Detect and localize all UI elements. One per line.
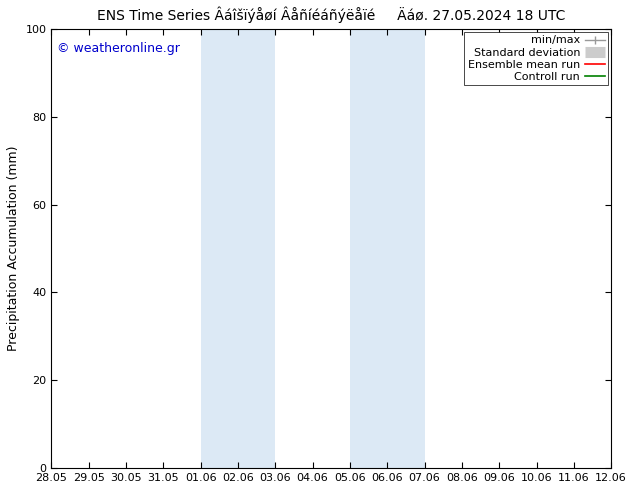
- Text: © weatheronline.gr: © weatheronline.gr: [57, 42, 180, 55]
- Title: ENS Time Series Âáîšïýåøí Âåñíéáñýëåïé     Äáø. 27.05.2024 18 UTC: ENS Time Series Âáîšïýåøí Âåñíéáñýëåïé Ä…: [97, 7, 566, 24]
- Legend: min/max, Standard deviation, Ensemble mean run, Controll run: min/max, Standard deviation, Ensemble me…: [465, 32, 608, 85]
- Bar: [350, 29, 425, 468]
- Bar: [200, 29, 275, 468]
- Y-axis label: Precipitation Accumulation (mm): Precipitation Accumulation (mm): [7, 146, 20, 351]
